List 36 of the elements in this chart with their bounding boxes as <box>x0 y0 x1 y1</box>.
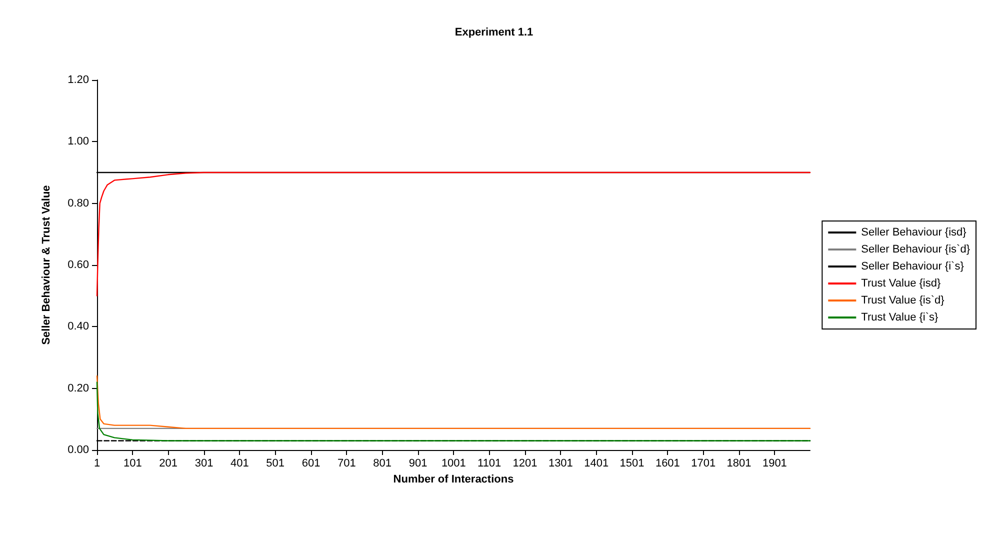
x-tick-label: 401 <box>230 458 249 470</box>
legend-label: Seller Behaviour {i`s} <box>861 260 964 272</box>
legend-label: Trust Value {isd} <box>861 278 941 290</box>
y-tick-label: 0.80 <box>68 197 89 210</box>
x-tick-label: 1201 <box>512 458 538 470</box>
x-tick-label: 1601 <box>655 458 680 470</box>
chart-title: Experiment 1.1 <box>454 26 534 38</box>
x-tick-label: 801 <box>373 458 392 470</box>
x-tick-label: 1701 <box>691 458 716 470</box>
x-tick-label: 1001 <box>441 458 466 470</box>
x-tick-label: 101 <box>123 458 142 470</box>
y-tick-label: 1.00 <box>68 136 89 148</box>
x-tick-label: 301 <box>194 458 214 470</box>
y-tick-label: 0.60 <box>68 259 89 271</box>
x-tick-label: 1501 <box>620 458 644 470</box>
x-tick-label: 501 <box>266 458 285 470</box>
legend-label: Seller Behaviour {isd} <box>861 226 967 238</box>
y-tick-label: 0.00 <box>68 444 89 456</box>
x-tick-label: 701 <box>337 458 356 470</box>
x-tick-label: 1901 <box>762 458 787 470</box>
y-tick-label: 0.20 <box>68 382 89 394</box>
x-tick-label: 1801 <box>726 458 752 470</box>
x-tick-label: 1401 <box>584 458 609 470</box>
legend-label: Trust Value {is`d} <box>861 294 945 306</box>
x-axis-title: Number of Interactions <box>393 473 514 486</box>
x-tick-label: 1101 <box>478 458 502 470</box>
y-tick-label: 1.20 <box>68 74 89 86</box>
y-tick-label: 0.40 <box>68 320 89 333</box>
legend-label: Trust Value {i`s} <box>861 312 939 324</box>
x-tick-label: 201 <box>159 458 178 470</box>
x-tick-label: 901 <box>408 458 428 470</box>
x-tick-label: 1301 <box>548 458 573 470</box>
legend-label: Seller Behaviour {is`d} <box>861 244 970 256</box>
x-tick-label: 601 <box>302 458 320 470</box>
y-axis-title: Seller Behaviour & Trust Value <box>40 185 52 345</box>
x-tick-label: 1 <box>94 458 100 470</box>
